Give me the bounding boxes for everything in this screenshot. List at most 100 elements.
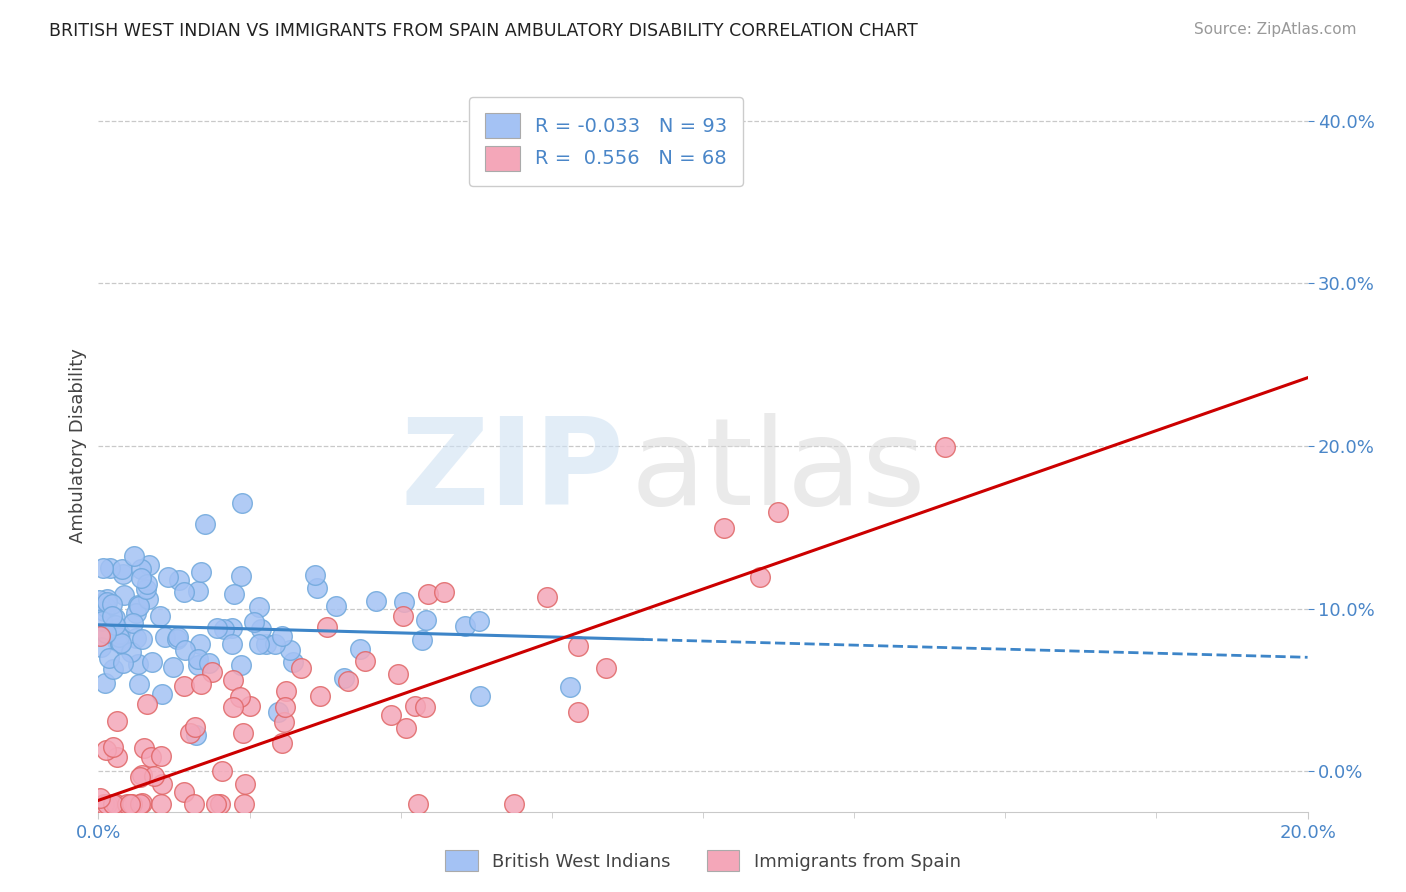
Point (97, 650, 120, 665)
Point (201, 665, 224, 680)
Point (131, 768, 153, 782)
Point (156, 570, 179, 584)
Point (380, 707, 402, 722)
Point (125, 632, 148, 646)
Point (404, 698, 426, 713)
Point (87, 592, 110, 607)
Point (349, 642, 371, 657)
Point (187, 657, 209, 672)
Point (121, 797, 143, 811)
Point (150, 688, 173, 702)
Point (118, 797, 141, 811)
Point (558, 680, 581, 694)
Point (254, 637, 277, 651)
Point (104, 618, 127, 632)
Point (233, 797, 256, 811)
Point (129, 770, 152, 784)
Point (94, 599, 117, 614)
Point (249, 623, 271, 637)
Point (101, 609, 124, 624)
Point (179, 726, 201, 740)
Point (101, 597, 124, 611)
Point (221, 637, 243, 651)
Point (222, 673, 245, 687)
Point (187, 583, 209, 598)
Point (143, 768, 166, 782)
Point (173, 643, 195, 657)
Point (128, 599, 150, 614)
Point (169, 573, 191, 587)
Point (394, 721, 416, 735)
Point (110, 636, 132, 650)
Point (188, 637, 211, 651)
Point (122, 615, 145, 630)
Point (103, 740, 125, 755)
Point (110, 635, 132, 649)
Point (128, 797, 150, 811)
Point (413, 699, 436, 714)
Point (128, 677, 150, 691)
Point (141, 750, 163, 764)
Point (150, 749, 173, 764)
Point (107, 630, 129, 644)
Point (153, 630, 176, 644)
Point (567, 639, 589, 653)
Point (136, 591, 159, 606)
Text: BRITISH WEST INDIAN VS IMMIGRANTS FROM SPAIN AMBULATORY DISABILITY CORRELATION C: BRITISH WEST INDIAN VS IMMIGRANTS FROM S… (49, 22, 918, 40)
Point (392, 609, 415, 624)
Point (276, 683, 298, 698)
Point (536, 590, 558, 604)
Point (247, 637, 270, 651)
Point (406, 797, 429, 811)
Point (91, 614, 114, 628)
Point (332, 671, 354, 685)
Point (198, 656, 221, 670)
Point (183, 797, 205, 811)
Point (364, 594, 387, 608)
Point (353, 654, 375, 668)
Point (94, 675, 117, 690)
Point (205, 621, 228, 635)
Point (224, 587, 246, 601)
Point (229, 569, 252, 583)
Point (101, 797, 124, 811)
Point (141, 655, 163, 669)
Point (190, 677, 212, 691)
Point (249, 600, 271, 615)
Point (208, 797, 231, 811)
Point (101, 662, 124, 676)
Point (315, 620, 337, 634)
Point (111, 562, 134, 576)
Point (162, 660, 184, 674)
Point (152, 777, 174, 791)
Point (96, 743, 118, 757)
Point (96, 797, 118, 811)
Point (336, 674, 359, 689)
Point (166, 632, 188, 646)
Point (111, 656, 134, 670)
Point (90, 640, 112, 654)
Point (150, 797, 173, 811)
Point (325, 599, 347, 613)
Point (94, 626, 117, 640)
Point (280, 643, 302, 657)
Point (93, 797, 115, 811)
Point (263, 637, 285, 651)
Point (131, 632, 153, 647)
Point (120, 645, 142, 659)
Point (231, 496, 253, 510)
Point (138, 558, 160, 573)
Text: ZIP: ZIP (401, 413, 624, 530)
Point (149, 609, 172, 624)
Point (304, 568, 326, 582)
Point (112, 588, 135, 602)
Point (595, 661, 617, 675)
Point (433, 584, 456, 599)
Point (96, 591, 118, 606)
Text: Source: ZipAtlas.com: Source: ZipAtlas.com (1194, 22, 1357, 37)
Point (411, 633, 433, 648)
Point (105, 621, 128, 635)
Point (105, 714, 128, 729)
Point (167, 631, 190, 645)
Point (243, 615, 266, 629)
